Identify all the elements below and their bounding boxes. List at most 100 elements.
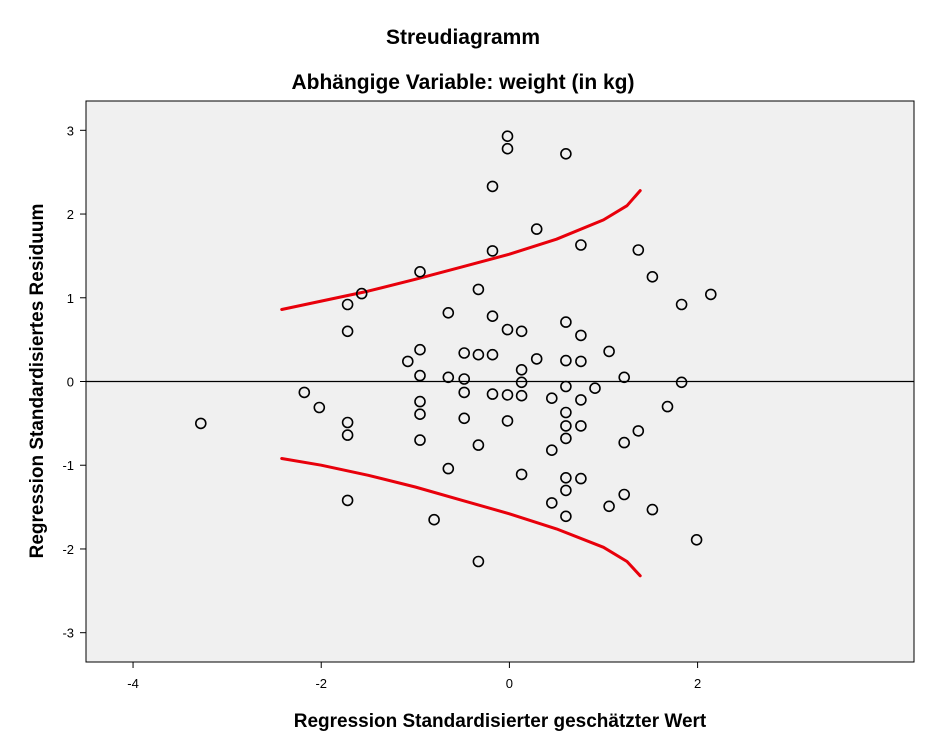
data-point: [675, 298, 688, 311]
data-point: [472, 439, 485, 451]
data-point: [515, 468, 528, 481]
data-point: [414, 265, 426, 278]
data-point: [690, 533, 703, 546]
points-layer: [195, 130, 717, 568]
data-point: [442, 306, 455, 319]
data-point: [515, 363, 528, 376]
data-point: [618, 436, 631, 449]
data-point: [603, 500, 615, 513]
data-point: [442, 462, 455, 475]
x-axis: -4 -2 0 2: [127, 662, 701, 691]
data-point: [458, 386, 471, 399]
data-point: [560, 510, 572, 523]
data-point: [414, 434, 426, 446]
data-point: [298, 386, 311, 399]
lower-red-curve: [280, 457, 642, 578]
data-point: [530, 353, 543, 365]
data-point: [545, 392, 558, 405]
data-point: [646, 270, 659, 283]
y-tick-label: 1: [67, 291, 74, 306]
x-tick-label: 2: [694, 676, 701, 691]
data-point: [313, 401, 326, 414]
x-tick-label: -2: [315, 676, 327, 691]
data-point: [575, 329, 587, 342]
data-point: [501, 389, 514, 401]
data-point: [486, 348, 499, 361]
data-point: [458, 347, 471, 359]
curve-layer: [280, 189, 642, 578]
data-point: [560, 148, 572, 160]
x-axis-label: Regression Standardisierter geschätzter …: [294, 711, 707, 732]
y-tick-label: 3: [67, 123, 74, 138]
data-point: [575, 394, 587, 406]
data-point: [545, 497, 558, 509]
data-point: [560, 432, 572, 445]
data-point: [458, 373, 471, 385]
data-point: [341, 429, 354, 441]
data-point: [501, 415, 514, 427]
data-point: [472, 283, 485, 296]
data-point: [515, 389, 528, 402]
data-point: [486, 310, 499, 323]
data-point: [501, 142, 514, 155]
data-point: [428, 513, 440, 526]
data-point: [560, 471, 572, 484]
data-point: [560, 484, 572, 497]
upper-red-curve: [280, 189, 642, 311]
data-point: [414, 395, 426, 408]
data-point: [632, 244, 645, 256]
y-tick-label: -1: [62, 458, 74, 473]
data-point: [560, 316, 572, 328]
data-point: [560, 354, 572, 367]
data-point: [618, 371, 631, 384]
data-point: [341, 298, 354, 311]
data-point: [341, 416, 354, 429]
data-point: [414, 408, 426, 421]
chart-subtitle: Abhängige Variable: weight (in kg): [291, 71, 634, 94]
data-point: [632, 425, 645, 437]
data-point: [575, 472, 587, 485]
data-point: [341, 494, 354, 507]
data-point: [618, 488, 631, 501]
y-tick-label: 2: [67, 207, 74, 222]
x-tick-label: -4: [127, 676, 139, 691]
data-point: [414, 369, 426, 382]
chart-title: Streudiagramm: [386, 26, 540, 49]
data-point: [442, 371, 455, 384]
data-point: [560, 406, 572, 419]
y-tick-label: 0: [67, 375, 74, 390]
x-tick-label: 0: [506, 676, 513, 691]
data-point: [589, 382, 601, 395]
data-point: [575, 420, 587, 432]
data-point: [545, 444, 558, 457]
data-point: [501, 323, 514, 336]
data-point: [486, 388, 499, 400]
data-point: [355, 287, 368, 300]
y-tick-label: -3: [62, 626, 74, 641]
data-point: [458, 412, 471, 425]
data-point: [501, 130, 514, 142]
data-point: [661, 400, 674, 413]
data-point: [575, 355, 587, 368]
data-point: [401, 355, 414, 368]
data-point: [646, 503, 659, 516]
data-point: [486, 245, 499, 257]
data-point: [560, 380, 572, 393]
data-point: [472, 555, 485, 568]
data-point: [515, 325, 528, 338]
data-point: [341, 325, 354, 338]
data-point: [486, 180, 499, 193]
data-point: [195, 417, 207, 430]
data-point: [530, 223, 543, 235]
data-point: [414, 343, 426, 356]
data-point: [472, 348, 485, 361]
data-point: [704, 288, 717, 301]
data-point: [515, 376, 528, 389]
y-axis: 3 2 1 0 -1 -2 -3: [62, 123, 86, 641]
data-point: [675, 376, 688, 389]
data-point: [560, 420, 572, 432]
y-axis-label: Regression Standardisiertes Residuum: [27, 204, 48, 559]
y-tick-label: -2: [62, 542, 74, 557]
data-point: [575, 239, 587, 251]
